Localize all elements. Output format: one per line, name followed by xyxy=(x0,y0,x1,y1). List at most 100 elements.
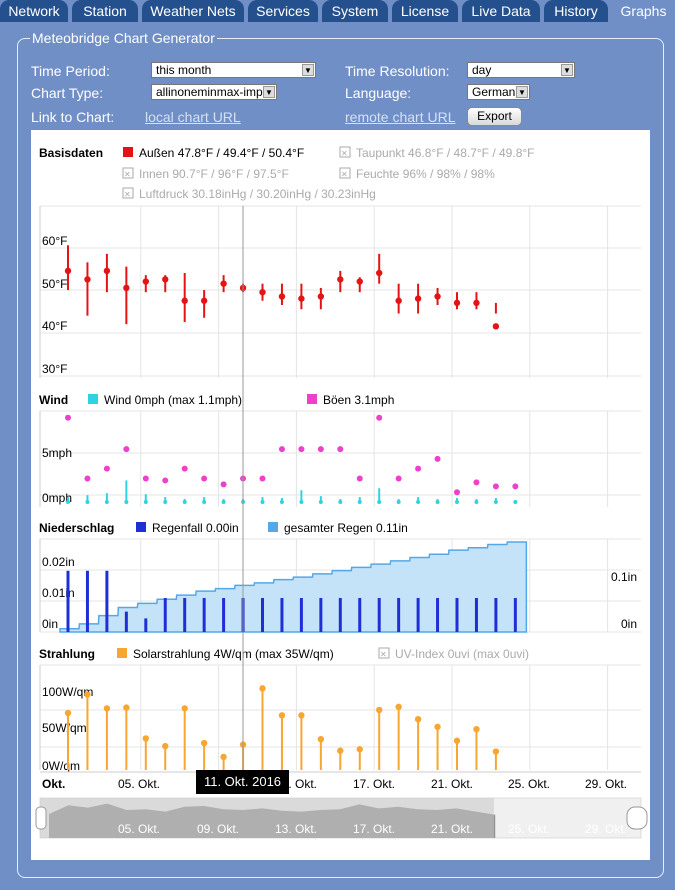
gust-point xyxy=(220,481,227,488)
solar-point xyxy=(434,723,441,731)
legend-swatch[interactable] xyxy=(307,394,317,404)
language-select[interactable]: German ▼ xyxy=(467,84,530,100)
tab-history[interactable]: History xyxy=(544,0,608,22)
gust-point xyxy=(356,475,363,482)
tab-network[interactable]: Network xyxy=(0,0,68,22)
tab-weather-nets[interactable]: Weather Nets xyxy=(142,0,244,22)
local-chart-url-link[interactable]: local chart URL xyxy=(145,109,241,125)
legend-basis-4[interactable]: Luftdruck 30.18inHg / 30.20inHg / 30.23i… xyxy=(139,187,376,201)
tab-system[interactable]: System xyxy=(322,0,388,22)
export-button[interactable]: Export xyxy=(467,107,522,126)
time-period-select[interactable]: this month ▼ xyxy=(151,62,316,78)
solar-point xyxy=(317,736,325,743)
wind-point xyxy=(85,500,90,504)
wind-point xyxy=(124,500,129,504)
temp-avg-point xyxy=(123,284,130,292)
time-resolution-select[interactable]: day ▼ xyxy=(467,62,575,78)
pane-title-strahlung: Strahlung xyxy=(39,647,95,661)
chart-type-label: Chart Type: xyxy=(31,85,104,101)
solar-point xyxy=(84,691,91,698)
chevron-down-icon: ▼ xyxy=(263,86,275,98)
chart-type-select[interactable]: allinoneminmax-imp ▼ xyxy=(151,84,277,100)
legend-basis-1[interactable]: Taupunkt 46.8°F / 48.7°F / 49.8°F xyxy=(356,146,535,160)
navigator-selection[interactable] xyxy=(40,798,494,838)
wind-point xyxy=(377,500,382,504)
navigator-handle-left[interactable] xyxy=(35,806,47,830)
y-tick-temp: 50°F xyxy=(42,277,67,291)
pane-title-wind: Wind xyxy=(39,393,68,407)
chevron-down-icon: ▼ xyxy=(561,64,573,76)
gust-point xyxy=(84,475,91,482)
x-tick-label: 21. Okt. xyxy=(431,777,473,791)
solar-point xyxy=(395,703,402,711)
navigator-label: 05. Okt. xyxy=(118,822,160,836)
navigator-label: 13. Okt. xyxy=(275,822,317,836)
temp-avg-point xyxy=(298,295,305,302)
tab-license[interactable]: License xyxy=(392,0,458,22)
legend-swatch[interactable] xyxy=(136,522,146,532)
y-tick-wind: 5mph xyxy=(42,446,72,460)
solar-point xyxy=(278,712,286,719)
y-tick-rain-total: 0.1in xyxy=(611,570,637,584)
tab-live-data[interactable]: Live Data xyxy=(462,0,540,22)
legend-checkbox-empty[interactable] xyxy=(339,146,351,158)
legend-checkbox-empty[interactable] xyxy=(122,187,134,199)
legend-basis-2[interactable]: Innen 90.7°F / 96°F / 97.5°F xyxy=(139,167,289,181)
temp-avg-point xyxy=(64,267,72,275)
gust-point xyxy=(201,475,208,482)
legend-checkbox-empty[interactable] xyxy=(339,167,351,179)
navigator-handle-right[interactable] xyxy=(626,806,648,830)
legend-swatch[interactable] xyxy=(117,648,127,658)
time-resolution-value: day xyxy=(472,63,492,77)
legend-wind-0[interactable]: Wind 0mph (max 1.1mph) xyxy=(104,393,242,407)
legend-swatch[interactable] xyxy=(268,522,278,532)
temp-avg-point xyxy=(220,280,227,287)
temp-avg-point xyxy=(376,269,383,277)
tab-services[interactable]: Services xyxy=(248,0,318,22)
wind-point xyxy=(513,500,518,504)
legend-basis-0[interactable]: Außen 47.8°F / 49.4°F / 50.4°F xyxy=(139,146,304,160)
close-icon: ✕ xyxy=(380,650,387,659)
legend-wind-1[interactable]: Böen 3.1mph xyxy=(323,393,394,407)
wind-point xyxy=(455,500,459,504)
navigator-label: 17. Okt. xyxy=(353,822,395,836)
remote-chart-url-link[interactable]: remote chart URL xyxy=(345,109,456,125)
chart-type-value: allinoneminmax-imp xyxy=(156,85,263,99)
y-tick-rain: 0in xyxy=(42,617,58,631)
y-tick-wind: 0mph xyxy=(42,491,72,505)
tab-station[interactable]: Station xyxy=(72,0,138,22)
legend-swatch[interactable] xyxy=(123,147,133,157)
temp-avg-point xyxy=(142,278,149,285)
wind-point xyxy=(182,500,187,504)
solar-point xyxy=(259,685,266,692)
gust-point xyxy=(317,446,324,453)
language-value: German xyxy=(472,85,516,99)
x-tick-label: 25. Okt. xyxy=(508,777,550,791)
gust-point xyxy=(103,465,110,472)
gust-point xyxy=(123,446,130,453)
legend-checkbox-empty[interactable] xyxy=(122,167,134,179)
legend-swatch[interactable] xyxy=(88,394,98,404)
chart-svg: Basisdaten Außen 47.8°F / 49.4°F / 50.4°F… xyxy=(35,146,648,839)
gust-point xyxy=(259,475,266,482)
x-tick-label: 29. Okt. xyxy=(585,777,627,791)
rain-total-area xyxy=(59,541,528,633)
legend-solar-0[interactable]: Solarstrahlung 4W/qm (max 35W/qm) xyxy=(133,647,334,661)
legend-rain-1[interactable]: gesamter Regen 0.11in xyxy=(284,521,408,535)
y-tick-solar: 100W/qm xyxy=(42,685,93,699)
legend-solar-1[interactable]: UV-Index 0uvi (max 0uvi) xyxy=(395,647,529,661)
tab-graphs[interactable]: Graphs xyxy=(612,0,675,22)
solar-point xyxy=(220,753,227,761)
gust-point xyxy=(181,465,188,472)
temp-avg-point xyxy=(84,276,91,283)
wind-point xyxy=(104,500,109,504)
gust-point xyxy=(512,483,519,490)
wind-point xyxy=(163,500,168,504)
link-label: Link to Chart: xyxy=(31,109,115,125)
legend-checkbox-empty[interactable] xyxy=(378,647,390,659)
legend-rain-0[interactable]: Regenfall 0.00in xyxy=(152,521,239,535)
wind-point xyxy=(493,500,498,504)
legend-basis-3[interactable]: Feuchte 96% / 98% / 98% xyxy=(356,167,495,181)
chevron-down-icon: ▼ xyxy=(516,86,528,98)
time-period-value: this month xyxy=(156,63,212,77)
